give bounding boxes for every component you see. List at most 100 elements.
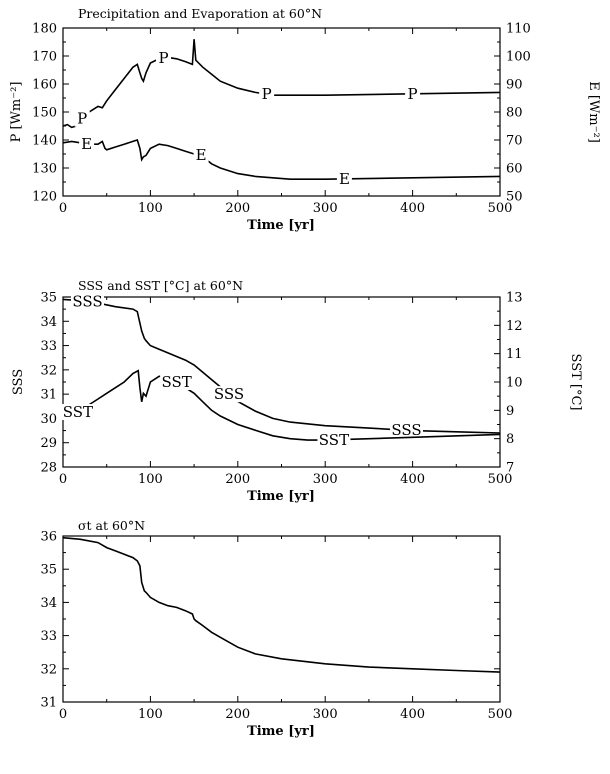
plot-frame xyxy=(62,535,501,703)
series-label-bg xyxy=(74,110,90,127)
x-tick-label: 300 xyxy=(313,201,338,216)
y-axis-label: P [Wm⁻²] xyxy=(9,82,24,143)
y-axis-right-label: SST [°C] xyxy=(568,354,583,411)
series-label: P xyxy=(262,85,272,103)
series-label-bg xyxy=(389,422,423,439)
y-tick-label: 31 xyxy=(40,388,57,403)
x-axis-label: Time [yr] xyxy=(247,724,315,739)
y-right-tick-label: 90 xyxy=(506,78,523,93)
y-tick-label: 130 xyxy=(32,162,57,177)
series-line-SST xyxy=(62,369,501,441)
y-right-tick-label: 7 xyxy=(506,461,514,476)
series-label: P xyxy=(158,49,168,67)
series-label-bg xyxy=(156,50,172,67)
y-right-tick-label: 70 xyxy=(506,134,523,149)
series-label: P xyxy=(77,110,87,128)
y-tick-label: 120 xyxy=(32,190,57,205)
panel-precip-evap: Precipitation and Evaporation at 60°N Ti… xyxy=(9,6,601,233)
y-right-tick-label: 10 xyxy=(506,376,523,391)
y-tick-label: 33 xyxy=(40,339,57,354)
series-label-bg xyxy=(405,85,421,102)
series-label-bg xyxy=(212,386,246,403)
series-label: SST xyxy=(319,431,349,449)
series-label: E xyxy=(196,146,207,164)
y-right-tick-label: 8 xyxy=(506,432,514,447)
y-tick-label: 31 xyxy=(40,696,57,711)
series-label: SSS xyxy=(214,385,244,403)
chart-title: σt at 60°N xyxy=(78,518,145,533)
series-label: P xyxy=(408,85,418,103)
x-tick-label: 500 xyxy=(488,201,513,216)
series-label: SSS xyxy=(72,293,102,311)
y-right-tick-label: 9 xyxy=(506,404,514,419)
y-tick-label: 30 xyxy=(40,412,57,427)
y-tick-label: 29 xyxy=(40,436,57,451)
y-tick-label: 140 xyxy=(32,134,57,149)
x-tick-label: 100 xyxy=(138,472,163,487)
y-tick-label: 35 xyxy=(40,563,57,578)
y-tick-label: 180 xyxy=(32,22,57,37)
y-tick-label: 36 xyxy=(40,530,57,545)
y-tick-label: 33 xyxy=(40,629,57,644)
series-label: SSS xyxy=(391,421,421,439)
y-tick-label: 170 xyxy=(32,50,57,65)
x-tick-label: 200 xyxy=(225,472,250,487)
series-label-bg xyxy=(317,431,351,448)
y-right-tick-label: 11 xyxy=(506,347,523,362)
series-line-P xyxy=(62,39,501,129)
series-label-bg xyxy=(61,404,95,421)
panel-sss-sst: SSS and SST [°C] at 60°N Time [yr] SSS S… xyxy=(11,278,583,504)
y-axis-label: SSS xyxy=(11,369,26,395)
y-tick-label: 160 xyxy=(32,78,57,93)
x-axis-label: Time [yr] xyxy=(247,489,315,504)
y-right-tick-label: 50 xyxy=(506,190,523,205)
series-label: E xyxy=(81,135,92,153)
x-tick-label: 0 xyxy=(59,201,67,216)
series-label-bg xyxy=(193,147,209,164)
y-right-tick-label: 13 xyxy=(506,291,523,306)
plot-frame xyxy=(62,296,501,468)
x-tick-label: 100 xyxy=(138,707,163,722)
y-tick-label: 150 xyxy=(32,106,57,121)
x-tick-label: 500 xyxy=(488,472,513,487)
y-tick-label: 35 xyxy=(40,291,57,306)
y-tick-label: 28 xyxy=(40,461,57,476)
series-line-E xyxy=(62,138,501,180)
x-tick-label: 500 xyxy=(488,707,513,722)
x-tick-label: 400 xyxy=(400,201,425,216)
y-tick-label: 32 xyxy=(40,662,57,677)
x-tick-label: 200 xyxy=(225,201,250,216)
chart-title: SSS and SST [°C] at 60°N xyxy=(78,278,243,293)
chart-title: Precipitation and Evaporation at 60°N xyxy=(78,6,322,21)
x-tick-label: 300 xyxy=(313,472,338,487)
y-right-tick-label: 80 xyxy=(506,106,523,121)
y-tick-label: 32 xyxy=(40,363,57,378)
series-label: SST xyxy=(161,373,191,391)
series-label: SST xyxy=(63,403,93,421)
series-label-bg xyxy=(79,135,95,152)
y-right-tick-label: 100 xyxy=(506,50,531,65)
x-tick-label: 100 xyxy=(138,201,163,216)
y-right-tick-label: 60 xyxy=(506,162,523,177)
series-label-bg xyxy=(70,293,104,310)
x-tick-label: 400 xyxy=(400,707,425,722)
x-tick-label: 0 xyxy=(59,707,67,722)
x-tick-label: 200 xyxy=(225,707,250,722)
x-axis-label: Time [yr] xyxy=(247,218,315,233)
y-axis-right-label: E [Wm⁻²] xyxy=(586,81,601,143)
x-tick-label: 300 xyxy=(313,707,338,722)
series-label-bg xyxy=(259,86,275,103)
series-line-SSS xyxy=(62,298,501,434)
x-tick-label: 400 xyxy=(400,472,425,487)
series-label: E xyxy=(339,170,350,188)
y-tick-label: 34 xyxy=(40,596,57,611)
y-right-tick-label: 110 xyxy=(506,22,531,37)
series-label-bg xyxy=(160,374,194,390)
series-label-bg xyxy=(336,170,352,187)
panel-sigma-t: σt at 60°N Time [yr] 0 100 200 300 400 500 31 3… xyxy=(40,518,512,739)
series-line-σt xyxy=(62,536,501,673)
x-tick-label: 0 xyxy=(59,472,67,487)
y-right-tick-label: 12 xyxy=(506,319,523,334)
plot-frame xyxy=(62,27,501,197)
